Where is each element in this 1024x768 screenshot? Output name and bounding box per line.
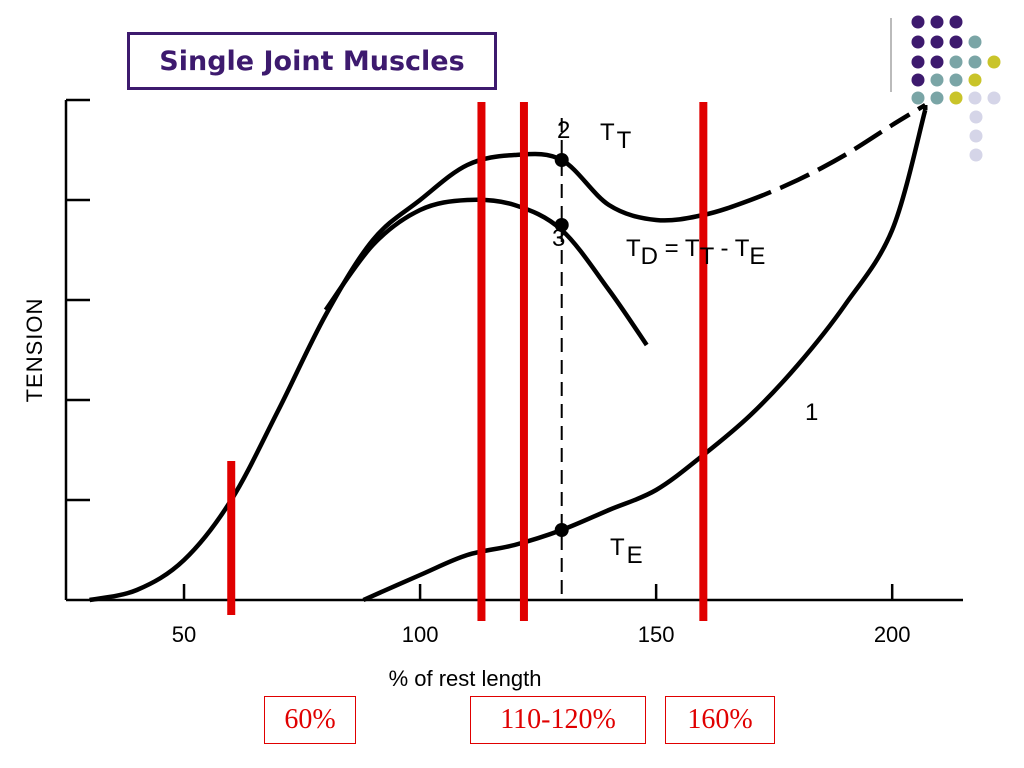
tt-label: TT <box>600 119 632 154</box>
decor-dot <box>968 55 982 69</box>
highlight-110-120: 110-120% <box>470 696 646 744</box>
decor-dot <box>949 73 963 87</box>
highlight-160-label: 160% <box>687 704 753 735</box>
td-equation-label: TD = TT - TE <box>626 235 765 270</box>
decor-dot <box>930 15 944 29</box>
x-axis-label: % of rest length <box>389 666 542 691</box>
curve-2-label: 2 <box>557 117 570 144</box>
decor-dot <box>949 15 963 29</box>
title-box: Single Joint Muscles <box>127 32 497 90</box>
decor-dot <box>930 73 944 87</box>
decor-dot <box>930 35 944 49</box>
y-axis-label: TENSION <box>22 298 47 403</box>
x-tick-label: 50 <box>172 622 196 647</box>
decor-dot <box>911 55 925 69</box>
decor-dot <box>930 91 944 105</box>
decor-dot <box>911 15 925 29</box>
decor-dot <box>969 129 983 143</box>
curve-1-label: 1 <box>805 399 818 426</box>
decor-dot <box>911 91 925 105</box>
data-marker <box>554 523 569 537</box>
decor-dot <box>969 148 983 162</box>
data-marker <box>554 153 569 167</box>
decor-dot <box>968 73 982 87</box>
x-tick-label: 200 <box>874 622 911 647</box>
series-line-3 <box>323 197 649 347</box>
decor-dot <box>968 35 982 49</box>
data-marker <box>554 218 569 232</box>
decor-dot <box>949 55 963 69</box>
decor-dot <box>987 91 1001 105</box>
decor-dot <box>949 91 963 105</box>
x-tick-label: 150 <box>638 622 675 647</box>
decor-dot <box>911 73 925 87</box>
slide-title: Single Joint Muscles <box>159 45 465 77</box>
decor-dot <box>930 55 944 69</box>
highlight-160: 160% <box>665 696 775 744</box>
decor-dot <box>911 35 925 49</box>
curve-3-label: 3 <box>552 225 565 252</box>
decor-dot <box>969 110 983 124</box>
x-tick-label: 100 <box>402 622 439 647</box>
te-label: TE <box>610 534 643 569</box>
series-line-1 <box>362 109 928 603</box>
decor-dot <box>949 35 963 49</box>
highlight-60: 60% <box>264 696 356 744</box>
highlight-60-label: 60% <box>284 704 336 735</box>
decor-dot <box>968 91 982 105</box>
decor-dot <box>987 55 1001 69</box>
highlight-110-120-label: 110-120% <box>500 704 616 735</box>
series-line-2 <box>89 103 927 603</box>
